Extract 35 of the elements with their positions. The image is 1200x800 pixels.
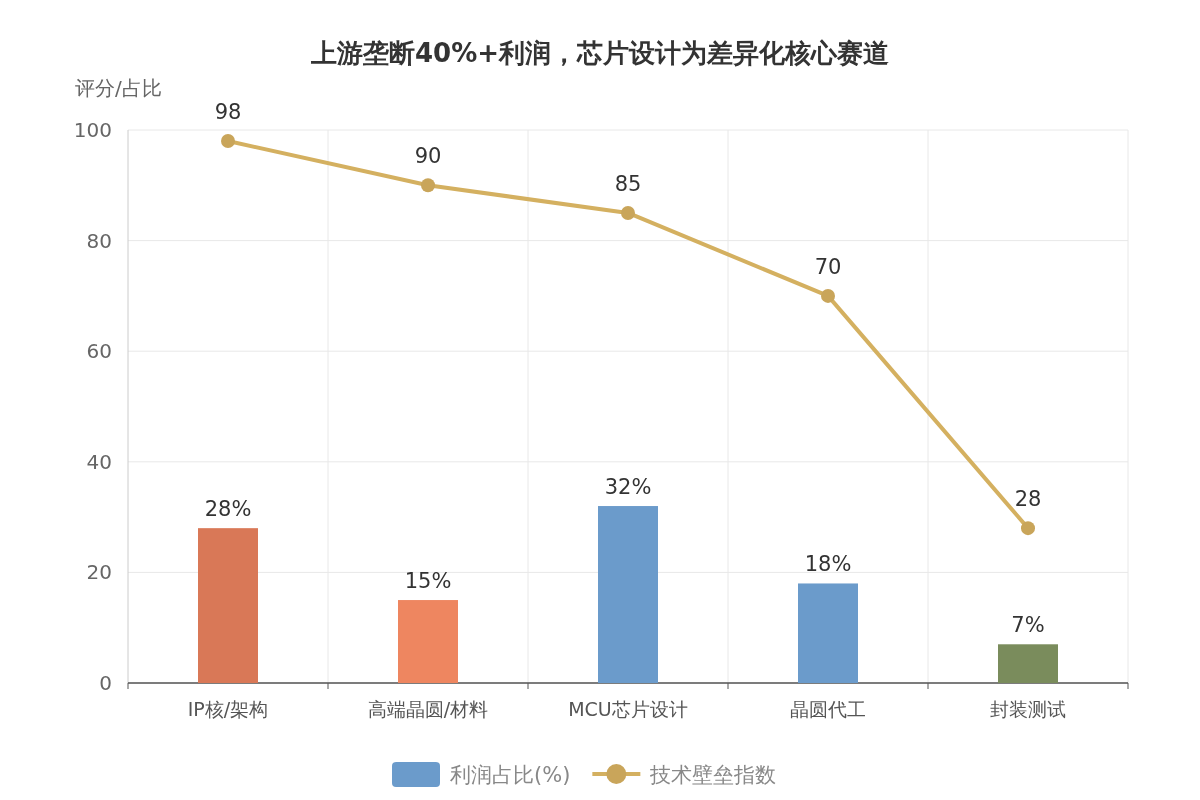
y-tick-label: 20 — [86, 560, 112, 585]
bar — [798, 583, 858, 683]
x-tick-label: IP核/架构 — [187, 698, 269, 720]
legend-label: 技术壁垒指数 — [649, 763, 777, 787]
data-label: 28% — [204, 497, 252, 522]
x-tick-label: 高端晶圆/材料 — [367, 698, 489, 720]
chart-title: 上游垄断40%+利润，芯片设计为差异化核心赛道 — [309, 38, 890, 68]
data-label: 28 — [1014, 487, 1042, 512]
data-label: 70 — [814, 254, 842, 279]
data-label: 90 — [414, 144, 442, 169]
point — [621, 205, 635, 220]
x-tick-label: MCU芯片设计 — [568, 698, 688, 720]
x-tick-label: 封装测试 — [990, 698, 1066, 720]
bar — [398, 600, 458, 683]
y-tick-label: 0 — [99, 671, 112, 695]
point — [421, 178, 435, 193]
data-label: 15% — [404, 569, 452, 594]
bar — [998, 644, 1058, 683]
y-tick-label: 80 — [86, 228, 112, 253]
point — [821, 288, 835, 303]
x-tick-label: 晶圆代工 — [790, 698, 866, 720]
y-tick-label: 100 — [73, 118, 112, 142]
data-label: 7% — [1011, 613, 1045, 638]
y-tick-label: 60 — [86, 339, 112, 364]
data-label: 32% — [604, 475, 652, 500]
bar — [598, 506, 658, 683]
data-label: 18% — [804, 552, 852, 577]
data-label: 98 — [214, 100, 242, 125]
point — [1021, 521, 1035, 536]
data-label: 85 — [614, 171, 642, 196]
point — [221, 134, 235, 149]
bar — [198, 528, 258, 683]
legend-label: 利润占比(%) — [450, 763, 571, 787]
y-tick-label: 40 — [86, 449, 112, 474]
y-axis-title: 评分/占比 — [75, 76, 162, 100]
